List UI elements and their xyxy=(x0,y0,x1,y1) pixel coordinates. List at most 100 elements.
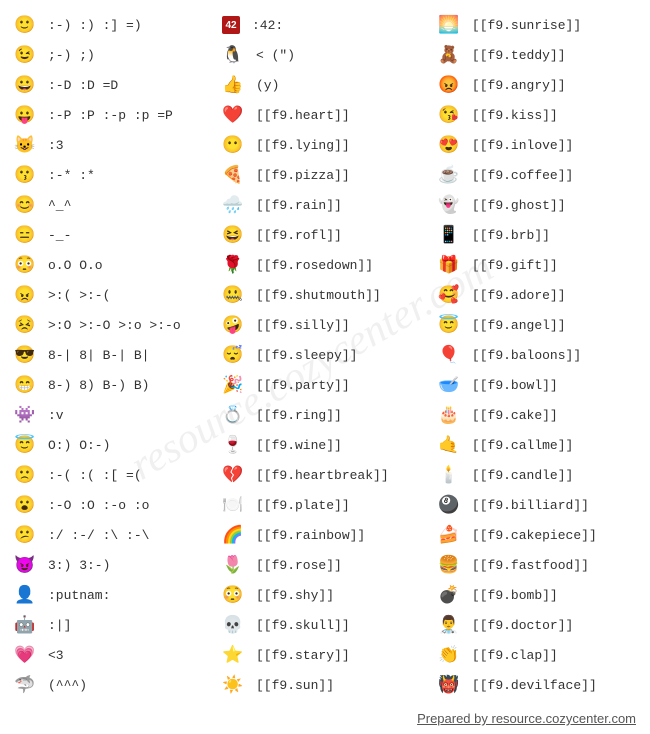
emoticon-icon: 😮 xyxy=(14,494,36,516)
emoticon-icon: 💔 xyxy=(222,464,244,486)
emoticon-code: [[f9.party]] xyxy=(256,378,350,393)
emoticon-icon: 😑 xyxy=(14,224,36,246)
emoticon-code: [[f9.cakepiece]] xyxy=(472,528,597,543)
table-row: 😑-_- xyxy=(14,220,222,250)
emoticon-icon: 😍 xyxy=(438,134,460,156)
table-row: 🌅 [[f9.sunrise]] xyxy=(438,10,636,40)
emoticon-code: [[f9.rofl]] xyxy=(256,228,342,243)
column-2: 42:42:🐧< (")👍(y)❤️[[f9.heart]]😶[[f9.lyin… xyxy=(222,10,438,700)
emoticon-icon: 🌷 xyxy=(222,554,244,576)
emoticon-code: [[f9.bomb]] xyxy=(472,588,558,603)
table-row: 🦈(^^^) xyxy=(14,670,222,700)
emoticon-icon: 💍 xyxy=(222,404,244,426)
table-row: 😶[[f9.lying]] xyxy=(222,130,438,160)
emoticon-icon: 😈 xyxy=(14,554,36,576)
emoticon-code: 8-) 8) B-) B) xyxy=(48,378,149,393)
emoticon-icon: 😡 xyxy=(438,74,460,96)
emoticon-code: (^^^) xyxy=(48,678,87,693)
emoticon-icon: 👏 xyxy=(438,644,460,666)
table-row: 🍕[[f9.pizza]] xyxy=(222,160,438,190)
table-row: 🎉[[f9.party]] xyxy=(222,370,438,400)
emoticon-code: :-D :D =D xyxy=(48,78,118,93)
emoticon-icon: 👤 xyxy=(14,584,36,606)
emoticon-code: [[f9.kiss]] xyxy=(472,108,558,123)
emoticon-icon: 👹 xyxy=(438,674,460,696)
emoticon-icon: 🙂 xyxy=(14,14,36,36)
table-row: 👍(y) xyxy=(222,70,438,100)
table-row: 💍[[f9.ring]] xyxy=(222,400,438,430)
table-row: 😉 ;-) ;) xyxy=(14,40,222,70)
emoticon-code: [[f9.angel]] xyxy=(472,318,566,333)
table-row: 😆[[f9.rofl]] xyxy=(222,220,438,250)
emoticon-code: [[f9.silly]] xyxy=(256,318,350,333)
table-row: 😁8-) 8) B-) B) xyxy=(14,370,222,400)
emoticon-code: [[f9.gift]] xyxy=(472,258,558,273)
emoticon-icon: 💣 xyxy=(438,584,460,606)
table-row: 😴[[f9.sleepy]] xyxy=(222,340,438,370)
emoticon-code: [[f9.devilface]] xyxy=(472,678,597,693)
emoticon-code: [[f9.brb]] xyxy=(472,228,550,243)
table-row: 🥰[[f9.adore]] xyxy=(438,280,636,310)
emoticon-icon: 💀 xyxy=(222,614,244,636)
emoticon-icon: 😇 xyxy=(14,434,36,456)
emoticon-icon: 🤙 xyxy=(438,434,460,456)
table-row: 😕:/ :-/ :\ :-\ xyxy=(14,520,222,550)
table-row: 🌈[[f9.rainbow]] xyxy=(222,520,438,550)
emoticon-code: ^_^ xyxy=(48,198,71,213)
table-row: 😇 O:) O:-) xyxy=(14,430,222,460)
table-row: 🍽️[[f9.plate]] xyxy=(222,490,438,520)
table-row: 🎱[[f9.billiard]] xyxy=(438,490,636,520)
emoticon-icon: 😉 xyxy=(14,44,36,66)
emoticon-code: :-* :* xyxy=(48,168,95,183)
emoticon-icon: 🐧 xyxy=(222,44,244,66)
table-row: 💀[[f9.skull]] xyxy=(222,610,438,640)
emoticon-code: [[f9.rainbow]] xyxy=(256,528,365,543)
emoticon-icon: 🍰 xyxy=(438,524,460,546)
table-row: 💣 [[f9.bomb]] xyxy=(438,580,636,610)
emoticon-code: [[f9.bowl]] xyxy=(472,378,558,393)
emoticon-code: [[f9.shutmouth]] xyxy=(256,288,381,303)
emoticon-code: [[f9.sun]] xyxy=(256,678,334,693)
table-row: 🎁[[f9.gift]] xyxy=(438,250,636,280)
emoticon-code: (y) xyxy=(256,78,279,93)
emoticon-code: [[f9.inlove]] xyxy=(472,138,573,153)
emoticon-icon: 😣 xyxy=(14,314,36,336)
emoticon-code: ;-) ;) xyxy=(48,48,95,63)
emoticon-code: :/ :-/ :\ :-\ xyxy=(48,528,149,543)
emoticon-icon: 🌅 xyxy=(438,14,460,36)
emoticon-icon: 🧸 xyxy=(438,44,460,66)
emoticon-code: 3:) 3:-) xyxy=(48,558,110,573)
table-row: 🧸[[f9.teddy]] xyxy=(438,40,636,70)
emoticon-code: [[f9.billiard]] xyxy=(472,498,589,513)
table-row: 😺:3 xyxy=(14,130,222,160)
emoticon-icon: 🌧️ xyxy=(222,194,244,216)
emoticon-icon: 🍷 xyxy=(222,434,244,456)
emoticon-icon: ⭐ xyxy=(222,644,244,666)
emoticon-code: [[f9.sunrise]] xyxy=(472,18,581,33)
table-row: ☀️ [[f9.sun]] xyxy=(222,670,438,700)
emoticon-code: O:) O:-) xyxy=(48,438,110,453)
table-row: 🙁:-( :( :[ =( xyxy=(14,460,222,490)
emoticon-code: [[f9.doctor]] xyxy=(472,618,573,633)
emoticon-code: < (") xyxy=(256,48,295,63)
emoticon-code: [[f9.callme]] xyxy=(472,438,573,453)
emoticon-code: [[f9.plate]] xyxy=(256,498,350,513)
emoticon-icon: 🥣 xyxy=(438,374,460,396)
emoticon-table: 🙂:-) :) :] =)😉;-) ;)😀:-D :D =D😛:-P :P :-… xyxy=(14,10,636,700)
emoticon-icon: 🤐 xyxy=(222,284,244,306)
emoticon-code: [[f9.cake]] xyxy=(472,408,558,423)
emoticon-code: [[f9.rosedown]] xyxy=(256,258,373,273)
emoticon-code: [[f9.rain]] xyxy=(256,198,342,213)
table-row: 🎈[[f9.baloons]] xyxy=(438,340,636,370)
emoticon-icon: 🤖 xyxy=(14,614,36,636)
footer-credit: Prepared by resource.cozycenter.com xyxy=(417,711,636,726)
emoticon-code: <3 xyxy=(48,648,64,663)
emoticon-icon: ☀️ xyxy=(222,674,244,696)
table-row: ❤️[[f9.heart]] xyxy=(222,100,438,130)
emoticon-icon: 🎂 xyxy=(438,404,460,426)
emoticon-code: 8-| 8| B-| B| xyxy=(48,348,149,363)
column-3: 🌅[[f9.sunrise]]🧸[[f9.teddy]]😡[[f9.angry]… xyxy=(438,10,636,700)
table-row: 💗<3 xyxy=(14,640,222,670)
emoticon-icon: 🙁 xyxy=(14,464,36,486)
emoticon-icon: 😳 xyxy=(222,584,244,606)
